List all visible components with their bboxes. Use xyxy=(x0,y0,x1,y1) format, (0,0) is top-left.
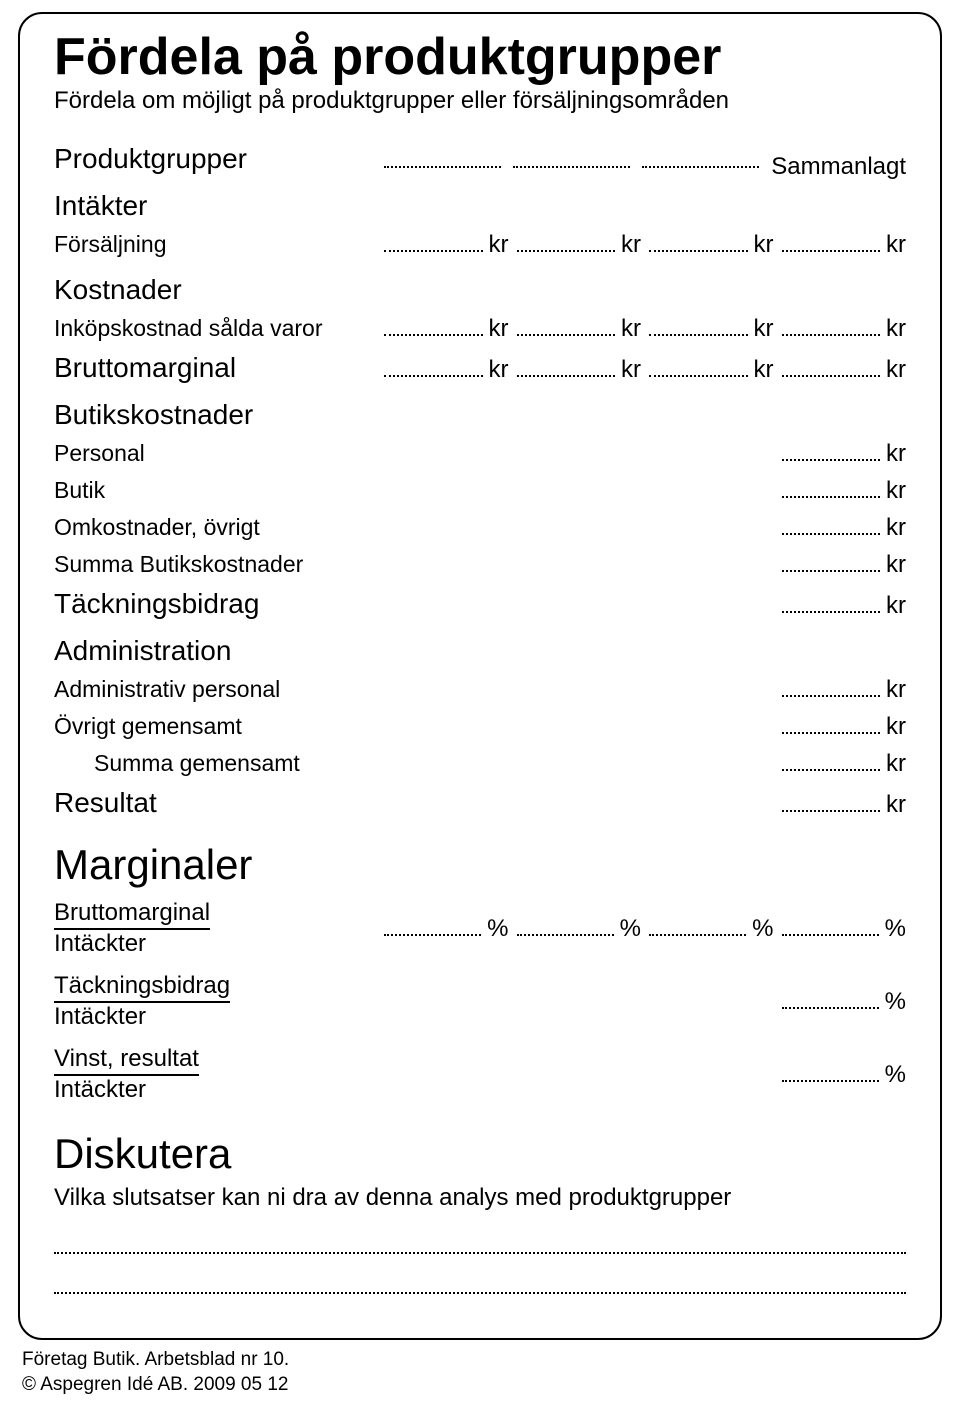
marginaler-heading: Marginaler xyxy=(54,841,906,889)
omkost-total[interactable]: kr xyxy=(782,514,907,542)
row-forsaljning: Försäljning kr kr kr kr xyxy=(54,231,906,259)
forsaljning-total[interactable]: kr xyxy=(782,231,907,259)
brutto-pct-total[interactable]: % xyxy=(782,915,907,943)
row-brutto: Bruttomarginal kr kr kr kr xyxy=(54,352,906,384)
forsaljning-c3[interactable]: kr xyxy=(649,231,774,259)
frac-tackning-den: Intäckter xyxy=(54,1003,384,1031)
header-col-2[interactable] xyxy=(513,153,634,181)
label-personal: Personal xyxy=(54,440,384,467)
resultat-total[interactable]: kr xyxy=(782,791,907,819)
row-resultat: Resultat kr kr kr kr xyxy=(54,787,906,819)
label-brutto: Bruttomarginal xyxy=(54,352,384,384)
inkop-c1[interactable]: kr xyxy=(384,315,509,343)
summa-butik-total[interactable]: kr xyxy=(782,551,907,579)
frac-vinst: Vinst, resultat Intäckter % % % % xyxy=(54,1045,906,1104)
section-intakter: Intäkter xyxy=(54,190,906,222)
frac-tackning-num: Täckningsbidrag xyxy=(54,972,230,1003)
forsaljning-c2[interactable]: kr xyxy=(517,231,642,259)
header-col-1[interactable] xyxy=(384,153,505,181)
page-footer: Företag Butik. Arbetsblad nr 10. © Aspeg… xyxy=(22,1347,289,1398)
inkop-c2[interactable]: kr xyxy=(517,315,642,343)
kostnader-heading: Kostnader xyxy=(54,274,384,306)
row-ovrigt: Övrigt gemensamt kr kr kr kr xyxy=(54,713,906,741)
worksheet-rows: Produktgrupper Sammanlagt Intäkter Försä… xyxy=(54,143,906,820)
frac-brutto-den: Intäckter xyxy=(54,930,384,958)
row-omkost: Omkostnader, övrigt kr kr kr kr xyxy=(54,514,906,542)
answer-line-1[interactable] xyxy=(54,1228,906,1254)
page: Fördela på produktgrupper Fördela om möj… xyxy=(0,0,960,1410)
label-adminpers: Administrativ personal xyxy=(54,676,384,703)
header-col-3[interactable] xyxy=(642,153,763,181)
brutto-c1[interactable]: kr xyxy=(384,356,509,384)
brutto-c3[interactable]: kr xyxy=(649,356,774,384)
label-summa-butik: Summa Butikskostnader xyxy=(54,551,384,578)
brutto-c2[interactable]: kr xyxy=(517,356,642,384)
label-forsaljning: Försäljning xyxy=(54,231,384,258)
brutto-total[interactable]: kr xyxy=(782,356,907,384)
summa-gemensamt-total[interactable]: kr xyxy=(782,750,907,778)
header-cols: Sammanlagt xyxy=(384,153,906,181)
personal-total[interactable]: kr xyxy=(782,440,907,468)
tackning-total[interactable]: kr xyxy=(782,592,907,620)
tackning-pct-total[interactable]: % xyxy=(782,988,907,1016)
label-summa-gemensamt: Summa gemensamt xyxy=(54,750,384,777)
brutto-pct-1[interactable]: % xyxy=(384,915,509,943)
row-tackning: Täckningsbidrag kr kr kr kr xyxy=(54,588,906,620)
label-tackning: Täckningsbidrag xyxy=(54,588,384,620)
row-summa-gemensamt: Summa gemensamt kr kr kr kr xyxy=(54,750,906,778)
row-summa-butik: Summa Butikskostnader kr kr kr kr xyxy=(54,551,906,579)
brutto-pct-2[interactable]: % xyxy=(517,915,642,943)
inkop-total[interactable]: kr xyxy=(782,315,907,343)
frac-vinst-num: Vinst, resultat xyxy=(54,1045,199,1076)
adminpers-total[interactable]: kr xyxy=(782,676,907,704)
diskutera-prompt: Vilka slutsatser kan ni dra av denna ana… xyxy=(54,1184,906,1212)
footer-line-1: Företag Butik. Arbetsblad nr 10. xyxy=(22,1347,289,1373)
row-personal: Personal kr kr kr kr xyxy=(54,440,906,468)
frac-vinst-den: Intäckter xyxy=(54,1076,384,1104)
inkop-c3[interactable]: kr xyxy=(649,315,774,343)
section-kostnader: Kostnader xyxy=(54,274,906,306)
brutto-pct-3[interactable]: % xyxy=(649,915,774,943)
section-butikskostnader: Butikskostnader xyxy=(54,399,906,431)
diskutera-heading: Diskutera xyxy=(54,1130,906,1178)
page-title: Fördela på produktgrupper xyxy=(54,30,906,85)
footer-line-2: © Aspegren Idé AB. 2009 05 12 xyxy=(22,1372,289,1398)
content-frame: Fördela på produktgrupper Fördela om möj… xyxy=(18,12,942,1340)
header-row: Produktgrupper Sammanlagt xyxy=(54,143,906,182)
administration-heading: Administration xyxy=(54,635,384,667)
answer-line-2[interactable] xyxy=(54,1268,906,1294)
page-subtitle: Fördela om möjligt på produktgrupper ell… xyxy=(54,87,906,115)
butikskostnader-heading: Butikskostnader xyxy=(54,399,384,431)
ovrigt-total[interactable]: kr xyxy=(782,713,907,741)
header-label: Produktgrupper xyxy=(54,143,384,175)
row-adminpers: Administrativ personal kr kr kr kr xyxy=(54,676,906,704)
frac-tackning: Täckningsbidrag Intäckter % % % % xyxy=(54,972,906,1031)
section-administration: Administration xyxy=(54,635,906,667)
row-butik: Butik kr kr kr kr xyxy=(54,477,906,505)
intakter-heading: Intäkter xyxy=(54,190,384,222)
forsaljning-c1[interactable]: kr xyxy=(384,231,509,259)
label-butik: Butik xyxy=(54,477,384,504)
label-omkost: Omkostnader, övrigt xyxy=(54,514,384,541)
label-inkop: Inköpskostnad sålda varor xyxy=(54,315,384,342)
vinst-pct-total[interactable]: % xyxy=(782,1061,907,1089)
butik-total[interactable]: kr xyxy=(782,477,907,505)
header-col-total: Sammanlagt xyxy=(771,153,906,181)
label-ovrigt: Övrigt gemensamt xyxy=(54,713,384,740)
row-inkop: Inköpskostnad sålda varor kr kr kr kr xyxy=(54,315,906,343)
label-resultat: Resultat xyxy=(54,787,384,819)
frac-brutto: Bruttomarginal Intäckter % % % % xyxy=(54,899,906,958)
frac-brutto-num: Bruttomarginal xyxy=(54,899,210,930)
